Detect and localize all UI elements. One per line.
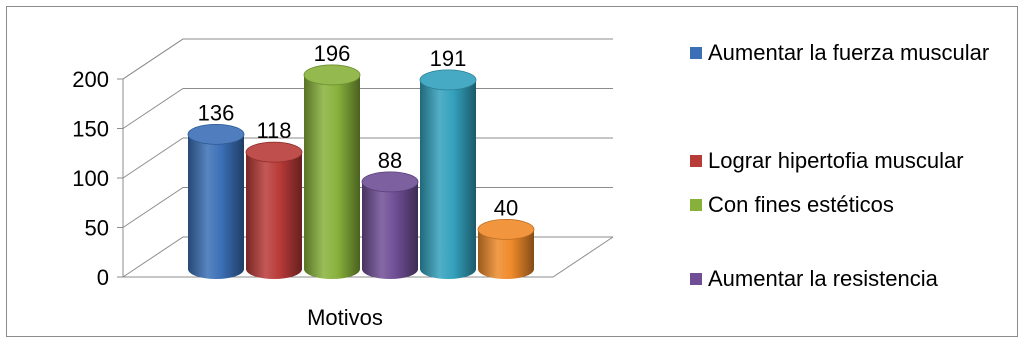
bar-cylinder <box>419 69 477 279</box>
legend-item: Aumentar la resistencia <box>690 265 1018 293</box>
gridlines <box>122 38 613 278</box>
legend-label: Con fines estéticos <box>708 192 894 217</box>
data-labels: 136 118 196 88 191 40 <box>198 41 519 220</box>
y-tick-label: 50 <box>85 216 109 241</box>
bar-cylinder <box>477 218 535 279</box>
bars <box>187 64 535 280</box>
bar-cylinder <box>245 141 303 279</box>
bar-cylinder <box>361 171 419 279</box>
y-axis-ticks: 0 50 100 150 200 <box>72 67 123 290</box>
y-tick-label: 150 <box>72 117 109 142</box>
bar-cylinder <box>187 123 245 279</box>
chart-frame: 0 50 100 150 200 136 118 196 88 191 40 Motivos Au… <box>6 6 1018 337</box>
legend-item: Lograr hipertofia muscular <box>690 147 1018 175</box>
legend-swatch <box>690 199 702 211</box>
y-tick-label: 200 <box>72 67 109 92</box>
data-label: 136 <box>198 100 235 125</box>
gridline <box>122 88 613 129</box>
legend-item: Aumentar la fuerza muscular <box>690 39 1018 67</box>
bar-cylinder <box>303 64 361 280</box>
y-tick-label: 0 <box>97 265 109 290</box>
data-label: 40 <box>494 195 518 220</box>
gridline <box>122 38 613 80</box>
legend-label: Lograr hipertofia muscular <box>708 148 964 173</box>
y-tick-label: 100 <box>72 166 109 191</box>
x-axis-label: Motivos <box>307 305 383 330</box>
legend-label: Aumentar la fuerza muscular <box>708 40 990 65</box>
data-label: 88 <box>378 148 402 173</box>
data-label: 196 <box>314 41 351 66</box>
chart-plot: 0 50 100 150 200 136 118 196 88 191 40 Motivos <box>72 38 614 330</box>
legend-item: Con fines estéticos <box>690 191 1018 219</box>
legend-label: Aumentar la resistencia <box>708 266 938 291</box>
legend-swatch <box>690 47 702 59</box>
data-label: 191 <box>430 46 467 71</box>
legend-swatch <box>690 273 702 285</box>
legend-swatch <box>690 155 702 167</box>
data-label: 118 <box>256 118 291 143</box>
